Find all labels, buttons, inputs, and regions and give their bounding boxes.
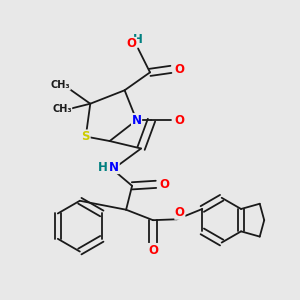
- Text: N: N: [132, 114, 142, 127]
- Text: O: O: [148, 244, 158, 256]
- Text: O: O: [175, 206, 185, 219]
- Text: N: N: [109, 160, 119, 173]
- Text: S: S: [82, 130, 90, 143]
- Text: CH₃: CH₃: [51, 80, 70, 90]
- Text: H: H: [98, 161, 108, 174]
- Text: O: O: [174, 63, 184, 76]
- Text: H: H: [133, 33, 143, 46]
- Text: O: O: [174, 114, 184, 127]
- Text: O: O: [127, 38, 136, 50]
- Text: CH₃: CH₃: [52, 104, 72, 114]
- Text: O: O: [159, 178, 169, 191]
